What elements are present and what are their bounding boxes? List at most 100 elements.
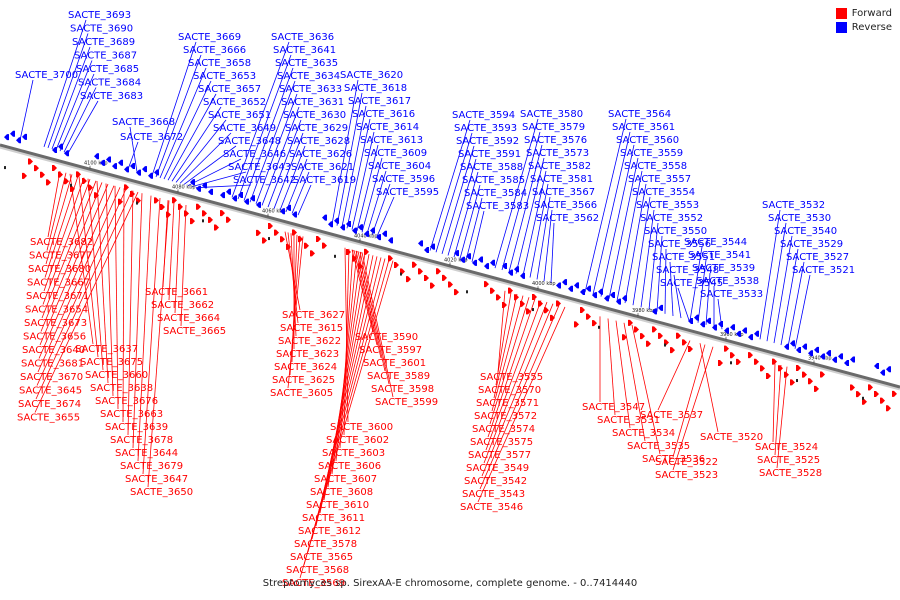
forward-gene-label: SACTE_3622 [278,336,341,347]
reverse-gene-label: SACTE_3580 [520,109,583,120]
gene-arrow [142,166,147,173]
reverse-leader-line [351,131,375,230]
gene-marker [202,219,204,223]
reverse-gene-label: SACTE_3548 [656,265,719,276]
gene-arrow [748,334,753,341]
gene-marker [796,379,798,383]
gene-arrow [502,262,507,269]
forward-gene-label: SACTE_3673 [24,318,87,329]
reverse-leader-line [261,106,300,206]
reverse-leader-line [273,132,304,209]
forward-gene-label: SACTE_3607 [314,474,377,485]
reverse-gene-label: SACTE_3588 [460,162,523,173]
gene-arrow [880,397,885,404]
forward-gene-label: SACTE_3678 [110,435,173,446]
reverse-leader-line [55,60,93,151]
gene-arrow [418,268,423,275]
gene-arrow [430,282,435,289]
gene-arrow [850,356,855,363]
gene-arrow [592,320,597,327]
forward-leader-line [657,340,691,411]
forward-gene-label: SACTE_3671 [26,291,89,302]
gene-arrow [856,391,861,398]
reverse-gene-label: SACTE_3540 [774,226,837,237]
gene-arrow [286,204,291,211]
reverse-leader-line [780,248,799,346]
gene-arrow [466,253,471,260]
reverse-gene-label: SACTE_3594 [452,110,515,121]
gene-arrow [424,275,429,282]
reverse-gene-label: SACTE_3693 [68,10,131,21]
reverse-gene-label: SACTE_3582 [528,161,591,172]
forward-gene-label: SACTE_3608 [310,487,373,498]
gene-arrow [64,178,69,185]
gene-arrow [148,172,153,179]
reverse-leader-line [179,132,232,184]
forward-gene-label: SACTE_3610 [306,500,369,511]
gene-arrow [694,314,699,321]
gene-arrow [34,165,39,172]
reverse-gene-label: SACTE_3642 [233,175,296,186]
forward-leader-line [114,185,119,410]
gene-arrow [364,230,369,237]
reverse-gene-label: SACTE_3529 [780,239,843,250]
gene-arrow [892,390,897,397]
reverse-leader-line [127,141,139,170]
reverse-gene-label: SACTE_3559 [620,148,683,159]
gene-arrow [130,190,135,197]
gene-arrow [280,236,285,243]
forward-leader-line [137,195,152,462]
gene-arrow [574,282,579,289]
gene-arrow [826,350,831,357]
gene-arrow [484,263,489,270]
gene-arrow [196,185,201,192]
reverse-leader-line [592,131,631,295]
reverse-gene-label: SACTE_3538 [696,276,759,287]
gene-arrow [346,221,351,228]
reverse-gene-label: SACTE_3556 [648,239,711,250]
reverse-leader-line [336,92,363,226]
forward-leader-line [623,322,646,442]
reverse-leader-line [459,184,481,259]
reverse-gene-label: SACTE_3576 [524,135,587,146]
gene-marker [334,254,336,258]
reverse-leader-line [766,222,787,342]
chromosome-backbone [0,143,900,389]
forward-leader-line [38,185,115,359]
forward-leader-line [39,183,109,346]
forward-gene-label: SACTE_3644 [115,448,178,459]
scale-tick-label: 4040 kbp [354,233,378,239]
reverse-leader-line [297,184,312,216]
gene-arrow [760,365,765,372]
gene-arrow [94,192,99,199]
gene-arrow [196,203,201,210]
gene-arrow [784,371,789,378]
reverse-leader-line [632,196,651,306]
gene-arrow [136,169,141,176]
forward-gene-label: SACTE_3605 [270,388,333,399]
gene-arrow [178,203,183,210]
reverse-gene-label: SACTE_3657 [198,84,261,95]
forward-gene-label: SACTE_3627 [282,310,345,321]
reverse-leader-line [51,46,91,150]
gene-arrow [520,272,525,279]
gene-arrow [364,248,369,255]
reverse-gene-label: SACTE_3545 [660,278,723,289]
gene-arrow [328,221,333,228]
forward-leader-line [35,190,133,400]
forward-gene-label: SACTE_3546 [460,502,523,513]
reverse-leader-line [453,171,479,258]
forward-gene-label: SACTE_3574 [472,424,535,435]
gene-arrow [262,237,267,244]
gene-arrow [784,343,789,350]
reverse-leader-line [441,145,475,254]
gene-arrow [406,276,411,283]
forward-gene-label: SACTE_3623 [276,349,339,360]
reverse-gene-label: SACTE_3550 [644,226,707,237]
forward-gene-label: SACTE_3679 [120,461,183,472]
forward-leader-line [43,177,85,292]
gene-arrow [214,224,219,231]
gene-arrow [22,172,27,179]
reverse-leader-line [689,246,703,321]
gene-arrow [562,279,567,286]
